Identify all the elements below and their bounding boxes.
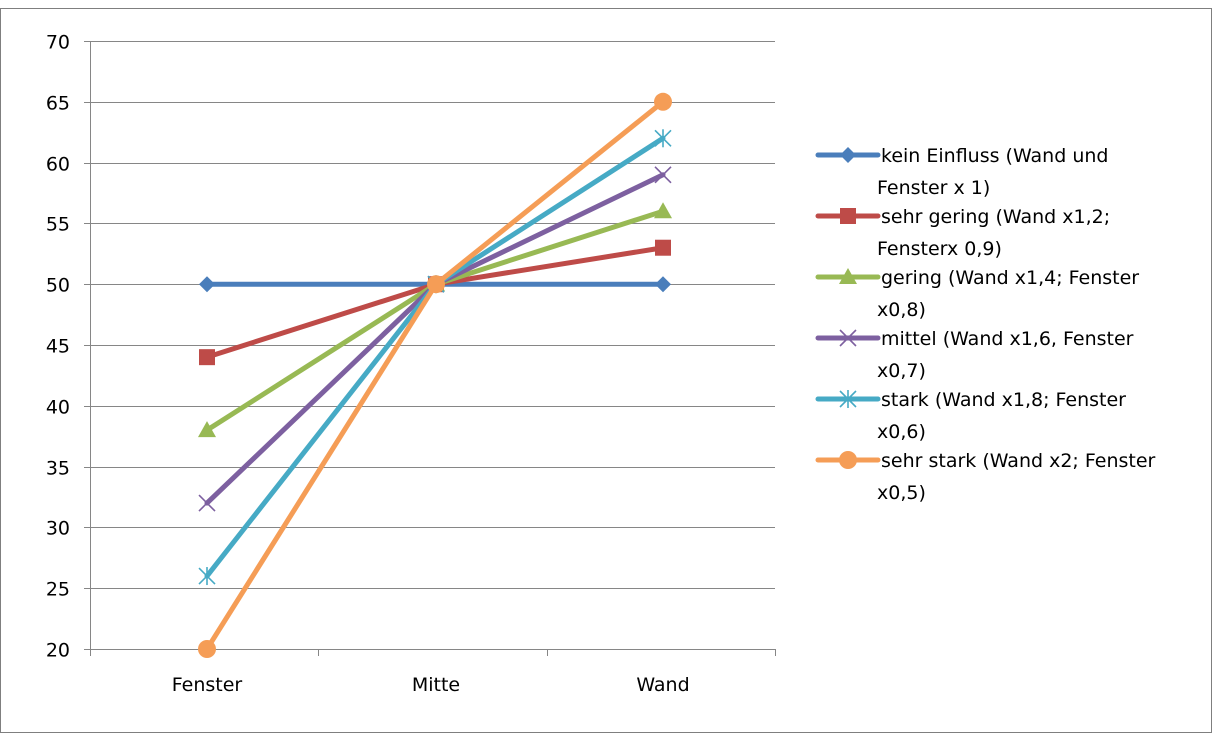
- legend-swatch-marker: [839, 451, 857, 469]
- data-point: [199, 349, 215, 366]
- x-tick-label-mitte: Mitte: [412, 674, 460, 696]
- data-point: [198, 640, 216, 658]
- legend-label-line: sehr gering (Wand x1,2;: [881, 206, 1110, 228]
- data-point: [655, 239, 671, 256]
- series-6: [198, 92, 672, 658]
- axes: 20 25 30 35 40 45 50 55 60 65 70 Fenster Mitte Wand: [46, 32, 776, 696]
- y-tick-label: 70: [46, 32, 70, 54]
- series-2: [199, 239, 671, 366]
- y-tick-label: 30: [46, 518, 70, 540]
- legend-label-line: mittel (Wand x1,6, Fenster: [881, 328, 1134, 350]
- data-point: [654, 92, 672, 111]
- y-tick-label: 40: [46, 397, 70, 419]
- y-tick-label: 55: [46, 214, 70, 236]
- series-line: [204, 172, 666, 506]
- legend-item-6: sehr stark (Wand x2; Fenster x0,5): [815, 450, 1156, 504]
- y-tick-label: 65: [46, 93, 70, 115]
- legend-label-line: x0,5): [877, 482, 926, 504]
- legend-item-4: mittel (Wand x1,6, Fenster x0,7): [815, 328, 1134, 382]
- x-tick-label-fenster: Fenster: [172, 674, 243, 696]
- y-tick-label: 25: [46, 579, 70, 601]
- data-point: [198, 494, 216, 512]
- chart-frame: [0, 8, 1212, 733]
- legend-swatch-marker: [839, 390, 857, 408]
- legend-label-line: x0,6): [877, 421, 926, 443]
- legend-swatch-marker: [839, 268, 857, 284]
- legend-label-line: gering (Wand x1,4; Fenster: [881, 267, 1139, 289]
- legend-item-2: sehr gering (Wand x1,2; Fensterx 0,9): [815, 206, 1110, 260]
- marker-stroke: [198, 494, 216, 512]
- y-tick-label: 20: [46, 640, 70, 662]
- legend-label-line: sehr stark (Wand x2; Fenster: [881, 450, 1156, 472]
- legend-label-line: stark (Wand x1,8; Fenster: [881, 389, 1126, 411]
- legend-label-line: kein Einfluss (Wand und: [881, 145, 1108, 167]
- marker-stroke: [654, 166, 672, 184]
- data-point: [427, 275, 445, 294]
- data-point: [198, 567, 216, 586]
- series-lines: [198, 92, 672, 658]
- data-point: [199, 276, 215, 293]
- series-line: [204, 135, 666, 579]
- legend-label-line: Fenster x 1): [877, 177, 990, 199]
- x-tick-label-wand: Wand: [636, 674, 689, 696]
- y-tick-label: 35: [46, 458, 70, 480]
- legend: kein Einfluss (Wand und Fenster x 1) sehr …: [815, 145, 1156, 504]
- legend-label-line: x0,8): [877, 299, 926, 321]
- legend-label-line: Fensterx 0,9): [877, 238, 1002, 260]
- y-tick-label: 45: [46, 336, 70, 358]
- series-5: [198, 129, 672, 586]
- legend-swatch-marker: [840, 208, 856, 224]
- legend-item-1: kein Einfluss (Wand und Fenster x 1): [815, 145, 1108, 199]
- legend-swatch-marker: [839, 329, 857, 347]
- legend-item-5: stark (Wand x1,8; Fenster x0,6): [815, 389, 1126, 443]
- y-tick-label: 50: [46, 275, 70, 297]
- data-point: [654, 129, 672, 148]
- legend-item-3: gering (Wand x1,4; Fenster x0,8): [815, 267, 1139, 321]
- marker-stroke: [839, 329, 857, 347]
- series-line: [204, 245, 666, 360]
- data-point: [655, 276, 671, 293]
- legend-label-line: x0,7): [877, 360, 926, 382]
- data-point: [654, 202, 672, 219]
- series-3: [198, 202, 672, 438]
- legend-swatch-marker: [840, 147, 856, 163]
- y-tick-label: 60: [46, 154, 70, 176]
- series-line: [204, 208, 666, 433]
- grid-lines: [90, 41, 775, 589]
- data-point: [198, 421, 216, 438]
- data-point: [654, 166, 672, 184]
